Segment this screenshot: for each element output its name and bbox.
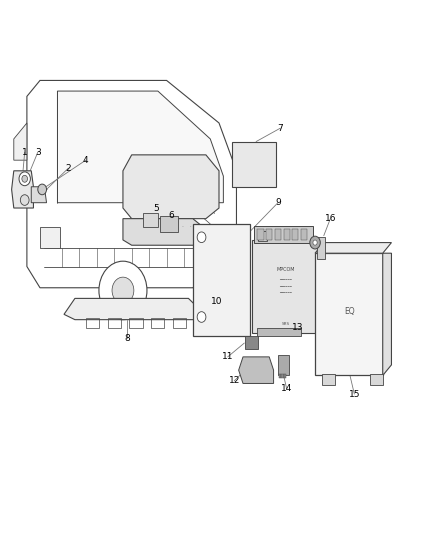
Bar [258,328,301,336]
Circle shape [99,261,147,320]
Bar [245,336,258,349]
Bar [130,318,143,328]
Text: 8: 8 [124,334,130,343]
Text: 5: 5 [153,204,159,213]
Bar [284,374,286,378]
Bar [232,142,276,187]
Circle shape [38,184,46,195]
Circle shape [310,236,320,249]
Bar [258,231,267,241]
Text: EQ: EQ [344,307,354,316]
Bar [275,229,281,240]
Bar [282,374,284,378]
Polygon shape [57,91,223,203]
Bar [321,374,335,384]
Text: 14: 14 [281,384,292,393]
Bar [193,224,250,336]
Circle shape [313,240,317,245]
Polygon shape [239,357,274,383]
Text: 7: 7 [277,124,283,133]
Text: 3: 3 [35,148,41,157]
Polygon shape [383,253,392,375]
Text: 11: 11 [222,352,233,361]
Text: 15: 15 [349,390,360,399]
Circle shape [197,232,206,243]
Bar [252,240,319,333]
Polygon shape [31,187,46,203]
Text: ━━━━━━: ━━━━━━ [279,278,292,282]
Polygon shape [123,219,206,245]
Bar [370,374,383,384]
Bar [266,229,272,240]
Text: 12: 12 [229,376,240,385]
Text: 4: 4 [83,156,88,165]
Text: ━━━━━━: ━━━━━━ [279,291,292,295]
Text: 13: 13 [292,323,304,332]
Polygon shape [27,80,237,288]
Text: SRS: SRS [281,322,290,326]
Polygon shape [14,123,27,160]
Bar [292,229,298,240]
Bar [108,318,121,328]
Text: 1: 1 [22,148,28,157]
Polygon shape [64,298,199,320]
Bar [160,216,177,232]
Bar [173,318,186,328]
Bar [254,225,313,243]
Bar [279,374,281,378]
Bar [301,229,307,240]
Circle shape [20,195,29,205]
Polygon shape [315,243,392,253]
Text: 6: 6 [168,212,174,221]
Bar [40,227,60,248]
Bar [317,237,325,259]
Text: 16: 16 [325,214,336,223]
Circle shape [22,175,28,182]
Bar [151,318,164,328]
Polygon shape [123,155,219,219]
Bar [315,253,383,375]
Text: MPCOM: MPCOM [276,266,295,272]
Polygon shape [12,171,33,208]
Bar [258,229,264,240]
Text: ━━━━━━: ━━━━━━ [279,285,292,289]
Text: 2: 2 [66,164,71,173]
Bar [284,229,290,240]
Circle shape [197,312,206,322]
Circle shape [19,172,30,185]
Circle shape [112,277,134,304]
Bar [278,356,289,375]
Text: 10: 10 [211,296,223,305]
Bar [143,213,158,227]
Text: 9: 9 [275,198,281,207]
Bar [86,318,99,328]
